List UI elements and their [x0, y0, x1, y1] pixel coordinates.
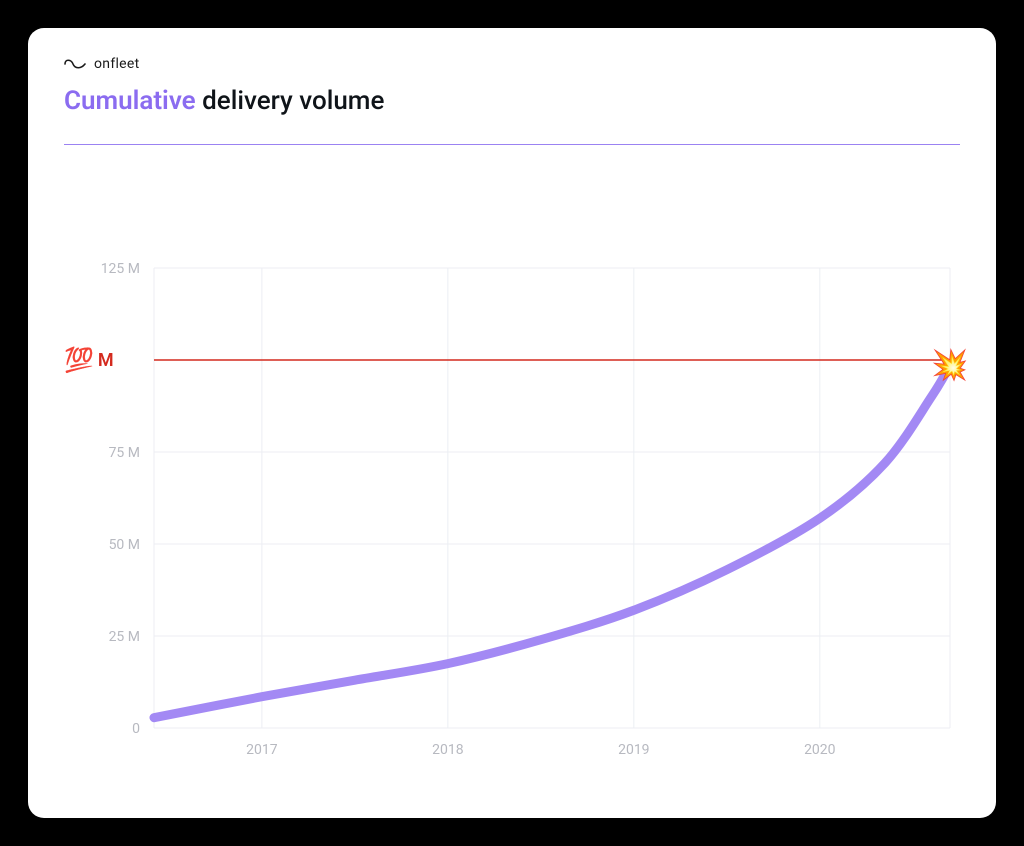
hundred-emoji-icon: 💯	[64, 348, 94, 372]
chart-area: 025 M50 M75 M125 M2017201820192020 💯 M 💥	[64, 208, 960, 788]
svg-text:75 M: 75 M	[109, 445, 140, 461]
svg-text:2020: 2020	[804, 742, 836, 758]
milestone-suffix: M	[98, 350, 114, 371]
card-header: onfleet Cumulative delivery volume	[28, 28, 996, 130]
brand-logo-icon	[64, 57, 86, 71]
brand: onfleet	[64, 56, 960, 72]
header-divider	[64, 144, 960, 145]
collision-emoji-icon: 💥	[931, 351, 968, 381]
svg-text:0: 0	[132, 721, 140, 737]
milestone-label: 💯 M	[64, 348, 114, 372]
svg-text:125 M: 125 M	[101, 261, 140, 277]
chart-title-accent: Cumulative	[64, 86, 196, 116]
svg-text:2019: 2019	[618, 742, 649, 758]
chart-title: Cumulative delivery volume	[64, 86, 960, 116]
brand-name: onfleet	[94, 56, 140, 72]
svg-text:50 M: 50 M	[109, 537, 140, 553]
chart-card: onfleet Cumulative delivery volume 0 25 M…	[28, 28, 996, 818]
svg-text:25 M: 25 M	[109, 629, 140, 645]
svg-text:2017: 2017	[246, 742, 278, 758]
chart-title-rest: delivery volume	[202, 86, 384, 116]
svg-text:2018: 2018	[432, 742, 464, 758]
